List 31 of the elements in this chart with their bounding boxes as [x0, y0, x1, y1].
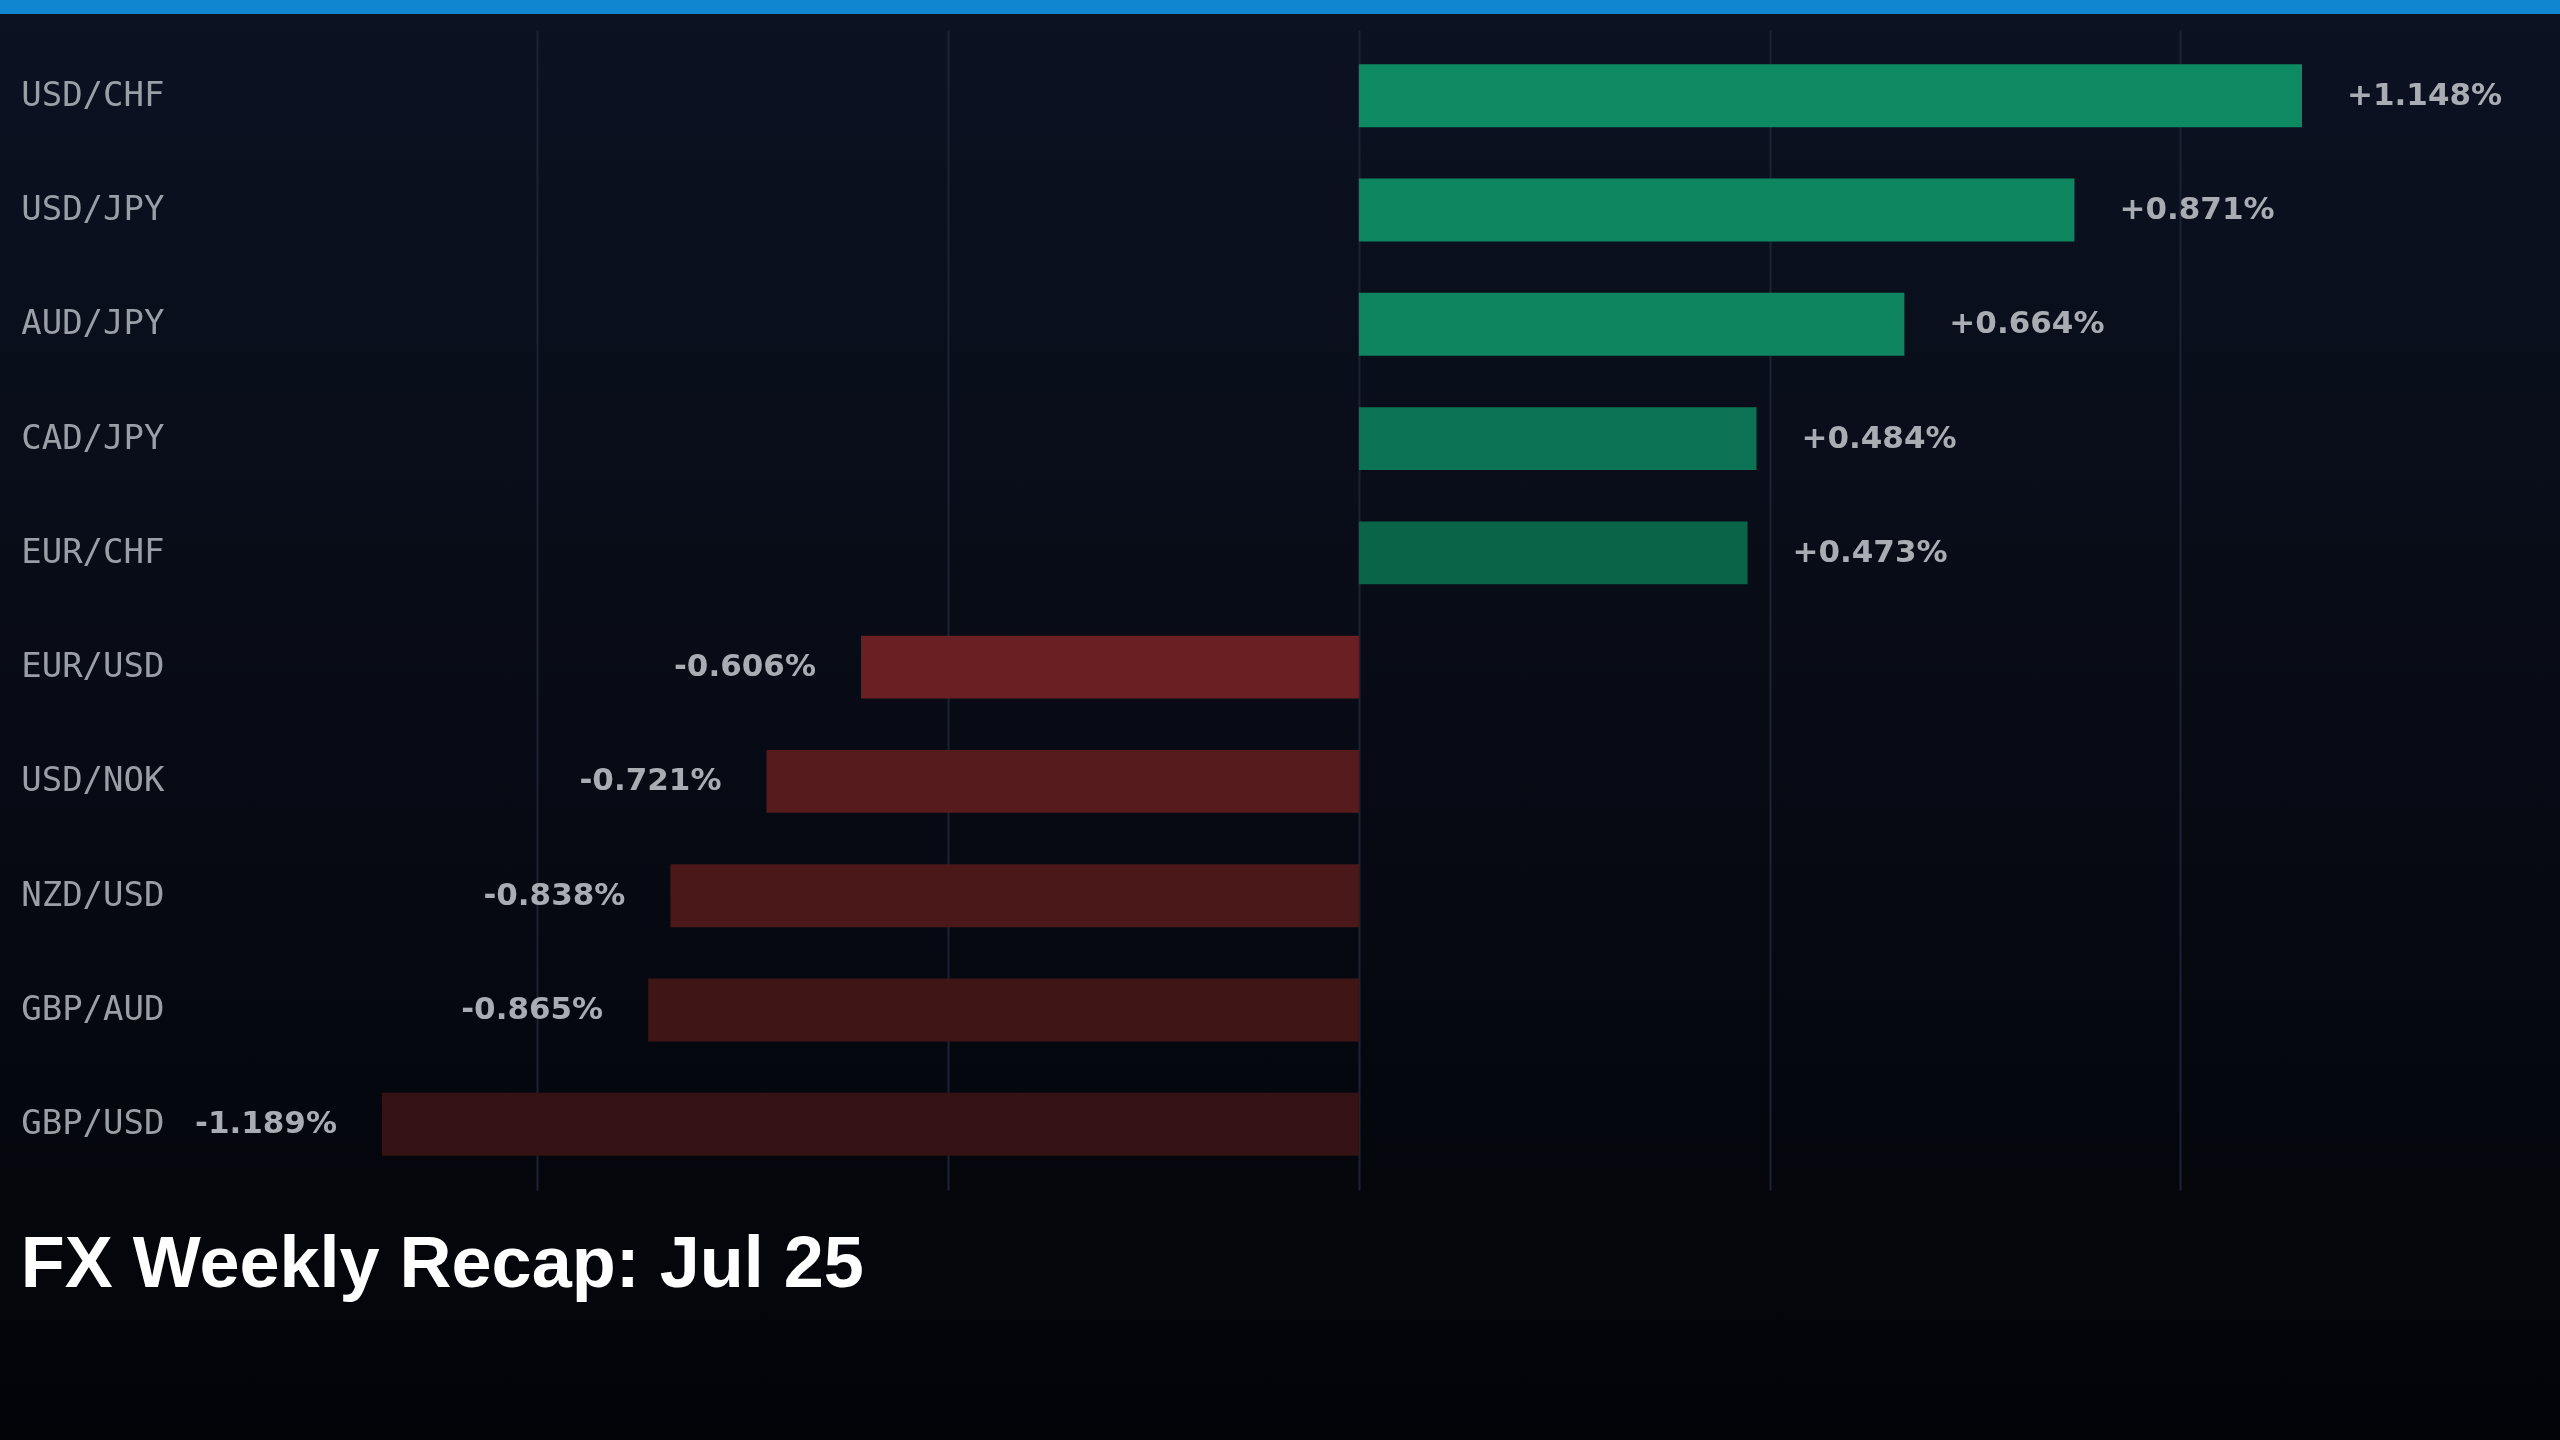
- data-label: +0.871%: [2119, 190, 2275, 226]
- data-label: +0.473%: [1792, 532, 1948, 569]
- data-label: +1.148%: [2347, 75, 2503, 112]
- data-label: -0.865%: [461, 990, 604, 1026]
- bar: [648, 978, 1359, 1042]
- text: FX Weekly Recap: Jul 25: [20, 1222, 864, 1302]
- bar: [1358, 292, 1905, 356]
- bar: [1358, 64, 2302, 128]
- y-tick-label: NZD/USD: [21, 873, 165, 914]
- y-tick-label: GBP/USD: [21, 1102, 165, 1143]
- data-label: +0.484%: [1801, 418, 1957, 455]
- bar: [1358, 521, 1748, 585]
- y-tick-label: EUR/CHF: [21, 530, 165, 571]
- data-label: -0.606%: [673, 647, 816, 684]
- data-label: -0.721%: [579, 761, 722, 798]
- y-tick-label: USD/NOK: [21, 759, 166, 800]
- bar: [670, 864, 1359, 928]
- bar: [1358, 178, 2075, 242]
- bar: [766, 750, 1359, 813]
- bar: [1358, 407, 1757, 470]
- y-tick-label: GBP/AUD: [21, 988, 165, 1028]
- data-label: +0.664%: [1949, 304, 2105, 341]
- bar: [860, 635, 1359, 699]
- y-tick-label: USD/JPY: [21, 188, 165, 228]
- y-tick-label: EUR/USD: [21, 645, 165, 686]
- y-tick-label: CAD/JPY: [21, 416, 165, 457]
- y-tick-label: USD/CHF: [21, 73, 165, 114]
- data-label: -0.838%: [483, 875, 626, 912]
- bar: [382, 1092, 1359, 1156]
- y-tick-label: AUD/JPY: [21, 302, 165, 343]
- data-label: -1.189%: [195, 1104, 337, 1141]
